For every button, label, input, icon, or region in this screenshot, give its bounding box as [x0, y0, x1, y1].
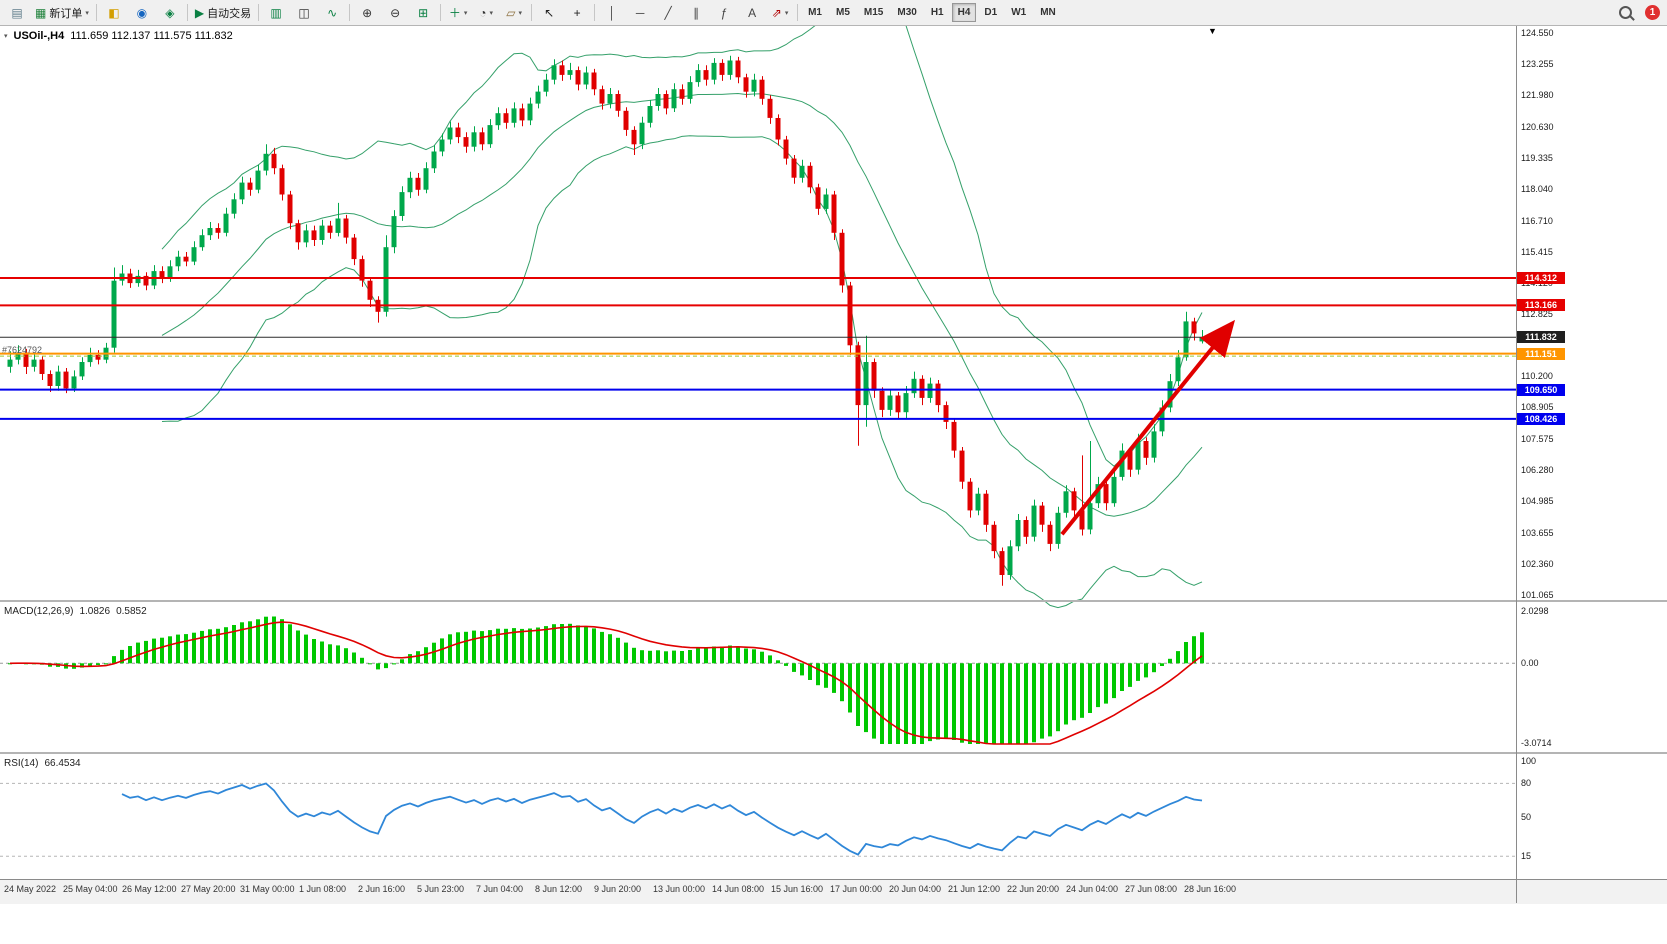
timeframe-w1[interactable]: W1 — [1011, 7, 1027, 18]
notification-badge[interactable]: 1 — [1645, 5, 1660, 20]
panel-splitter[interactable] — [0, 752, 1667, 754]
vertical-line-icon: │ — [608, 5, 616, 20]
tile-windows-icon[interactable]: ⊞ — [410, 1, 436, 24]
trendline-icon[interactable]: ╱ — [655, 1, 681, 24]
autotrade-button[interactable]: ▶ 自动交易 — [192, 1, 254, 24]
timeframe-m30[interactable]: M30 — [897, 7, 917, 18]
line-chart-icon: ∿ — [327, 5, 338, 20]
line-chart-icon[interactable]: ∿ — [319, 1, 345, 24]
timeframe-h4[interactable]: H4 — [951, 3, 977, 22]
rsi-header: RSI(14) 66.4534 — [4, 758, 81, 769]
fibonacci-icon: ƒ — [720, 5, 728, 20]
charts-icon: ◧ — [108, 5, 120, 20]
crosshair-icon: + — [573, 5, 581, 20]
periods-icon[interactable]: ◔ ▾ — [473, 1, 499, 24]
charts-icon[interactable]: ◧ — [101, 1, 127, 24]
text-icon: A — [748, 5, 757, 20]
autotrade-button-label: 自动交易 — [207, 7, 252, 20]
toolbar-separator — [349, 4, 351, 21]
macd-header: MACD(12,26,9) 1.0826 0.5852 — [4, 606, 147, 617]
chevron-down-icon: ▾ — [85, 9, 89, 17]
toolbar: ▤ ▦ 新订单 ▾ ◧ ◉ ◈ ▶ 自动交易 ▥ ◫ ∿ ⊕ ⊖ ⊞ ＋ ▾ ◔ ▾ ▱ ▾ ↖ + │ ─ ╱ ∥ ƒ A ⇗ ▾ M1 M… — [0, 0, 1667, 26]
symbol-label: USOil-,H4 — [13, 30, 65, 42]
time-axis[interactable] — [0, 879, 1667, 904]
autotrade-button: ▶ — [194, 5, 205, 20]
search-button[interactable] — [1612, 1, 1638, 24]
candlestick-icon[interactable]: ◫ — [291, 1, 317, 24]
market-watch-icon: ◉ — [136, 5, 148, 20]
chevron-down-icon: ▾ — [489, 9, 493, 17]
chevron-down-icon: ▾ — [463, 9, 468, 17]
toolbar-buttons: ▤ ▦ 新订单 ▾ ◧ ◉ ◈ ▶ 自动交易 ▥ ◫ ∿ ⊕ ⊖ ⊞ ＋ ▾ ◔ ▾ ▱ ▾ ↖ + │ ─ ╱ ∥ ƒ A ⇗ ▾ — [3, 1, 801, 24]
horizontal-line-icon: ─ — [635, 5, 645, 20]
zoom-in-icon: ⊕ — [362, 5, 373, 20]
arrows-icon: ⇗ — [771, 5, 782, 20]
channel-icon: ∥ — [693, 5, 700, 20]
new-order-button-label: 新订单 — [49, 7, 83, 20]
toolbar-separator — [594, 4, 596, 21]
timeframe-d1[interactable]: D1 — [984, 7, 998, 18]
crosshair-icon[interactable]: + — [564, 1, 590, 24]
tile-windows-icon: ⊞ — [418, 5, 429, 20]
chart-header: ▾ USOil-,H4 111.659 112.137 111.575 111.… — [4, 30, 233, 42]
macd-label: MACD(12,26,9) — [4, 606, 74, 617]
navigator-icon[interactable]: ◈ — [157, 1, 183, 24]
search-icon — [1618, 6, 1632, 19]
timeframe-mn[interactable]: MN — [1040, 7, 1056, 18]
toolbar-separator — [797, 4, 799, 21]
fibonacci-icon[interactable]: ƒ — [711, 1, 737, 24]
navigator-icon: ◈ — [165, 5, 175, 20]
bar-chart-icon[interactable]: ▥ — [263, 1, 289, 24]
timeframe-buttons: M1 M5 M15 M30 H1 H4 D1 W1 MN — [801, 3, 1063, 22]
candlestick-icon: ◫ — [298, 5, 310, 20]
terminal-icon[interactable]: ▤ — [4, 1, 30, 24]
trendline-icon: ╱ — [664, 5, 672, 20]
channel-icon[interactable]: ∥ — [683, 1, 709, 24]
panel-splitter[interactable] — [0, 600, 1667, 602]
symbol-dropdown-icon[interactable]: ▾ — [4, 33, 8, 40]
timeframe-h1[interactable]: H1 — [930, 7, 944, 18]
templates-icon[interactable]: ▱ ▾ — [501, 1, 527, 24]
toolbar-separator — [95, 4, 97, 21]
macd-value-signal: 0.5852 — [116, 606, 147, 617]
timeframe-m15[interactable]: M15 — [863, 7, 884, 18]
indicators-icon: ＋ — [448, 5, 461, 20]
ohlc-values: 111.659 112.137 111.575 111.832 — [70, 30, 233, 42]
zoom-in-icon[interactable]: ⊕ — [354, 1, 380, 24]
text-icon[interactable]: A — [739, 1, 765, 24]
vertical-line-icon[interactable]: │ — [599, 1, 625, 24]
horizontal-line-icon[interactable]: ─ — [627, 1, 653, 24]
indicators-icon[interactable]: ＋ ▾ — [445, 1, 471, 24]
rsi-label: RSI(14) — [4, 758, 39, 769]
timeframe-m5[interactable]: M5 — [836, 7, 850, 18]
chevron-down-icon: ▾ — [518, 9, 522, 17]
new-order-button[interactable]: ▦ 新订单 ▾ — [32, 1, 92, 24]
toolbar-separator — [440, 4, 442, 21]
bar-chart-icon: ▥ — [270, 5, 282, 20]
zoom-out-icon: ⊖ — [390, 5, 401, 20]
zoom-out-icon[interactable]: ⊖ — [382, 1, 408, 24]
periods-icon: ◔ — [479, 5, 487, 20]
chevron-down-icon: ▾ — [784, 9, 789, 17]
timeframe-m1[interactable]: M1 — [808, 7, 822, 18]
arrows-icon[interactable]: ⇗ ▾ — [767, 1, 793, 24]
price-axis-border — [1516, 25, 1517, 903]
toolbar-separator — [186, 4, 188, 21]
toolbar-separator — [258, 4, 260, 21]
toolbar-separator — [531, 4, 533, 21]
market-watch-icon[interactable]: ◉ — [129, 1, 155, 24]
macd-value-main: 1.0826 — [79, 606, 111, 617]
cursor-icon[interactable]: ↖ — [536, 1, 562, 24]
new-order-button: ▦ — [35, 5, 47, 20]
templates-icon: ▱ — [506, 5, 516, 20]
chart-shift-marker-icon: ▼ — [1208, 26, 1217, 36]
rsi-value: 66.4534 — [44, 758, 81, 769]
cursor-icon: ↖ — [544, 5, 555, 20]
terminal-icon: ▤ — [11, 5, 23, 20]
